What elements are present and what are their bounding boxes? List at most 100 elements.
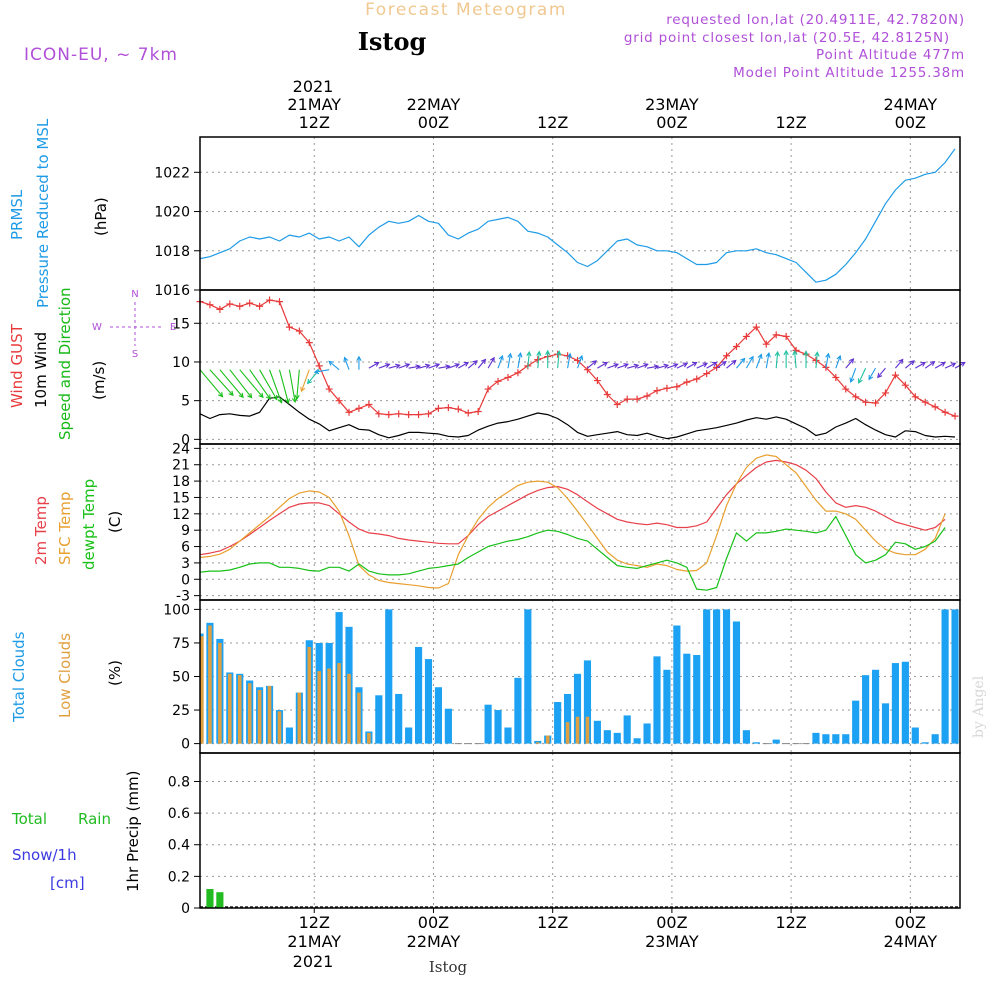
gust-point (266, 296, 274, 304)
wind-arrow-shaft (378, 363, 390, 369)
gust-point (365, 401, 373, 409)
wind-arrow-shaft (636, 363, 648, 369)
wind-arrow-head (721, 361, 727, 366)
bottom-hour-label: 00Z (895, 913, 926, 932)
panel-frames: 1016101810201022051015-30369121518212402… (154, 136, 961, 917)
total-cloud-bar (901, 661, 909, 744)
wind-arrow-shaft (895, 359, 904, 369)
wind-arrow (438, 364, 451, 370)
top-hour-label: 00Z (418, 113, 449, 132)
temperature-ytick-label: -3 (176, 589, 190, 605)
wind-arrow (219, 369, 244, 399)
wind-arrow (607, 363, 620, 369)
wind-arrow-shaft (944, 362, 956, 369)
precipitation-panel-frame (199, 752, 961, 909)
wind-arrow (467, 360, 478, 369)
compass-rose: N S W E (92, 289, 176, 360)
gust-point (315, 362, 323, 370)
wind-arrow-shaft (300, 369, 310, 392)
wind-arrow (556, 350, 562, 369)
wind-arrow (487, 356, 495, 369)
wind-arrow-shaft (755, 354, 762, 369)
wind-arrow-shaft (507, 353, 512, 369)
wind-arrow (239, 369, 264, 399)
gust-point (862, 398, 870, 406)
wind-arrow (229, 369, 253, 399)
wind-arrow (597, 361, 609, 369)
wind-arrow-shaft (438, 365, 450, 369)
wind-arrow-head (277, 398, 283, 404)
gust-point (593, 377, 601, 385)
wind-arrow (328, 360, 340, 371)
total-cloud-bar (285, 727, 293, 744)
wind-arrow (199, 369, 224, 398)
wind-arrow-shaft (686, 362, 697, 369)
total-cloud-bar (911, 727, 919, 744)
gust-point (762, 340, 770, 348)
point-altitude: Point Altitude 477m (816, 47, 965, 63)
wind-arrow-head (454, 363, 461, 369)
bottom-hour-label: 00Z (656, 913, 687, 932)
gust-point (474, 407, 482, 415)
low-cloud-bar (347, 673, 351, 744)
wind-arrow-head (218, 392, 224, 398)
wind-arrow-head (898, 358, 904, 365)
wind-arrow-shaft (656, 364, 669, 369)
wind-arrow-head (849, 358, 855, 364)
total-cloud-bar (504, 727, 512, 744)
wind-arrow-head (765, 352, 771, 358)
total-cloud-bar (752, 742, 760, 744)
gust-point (832, 373, 840, 381)
low-cloud-bar (257, 689, 262, 744)
wind-arrow-head (384, 363, 391, 369)
wind-arrow (726, 359, 737, 369)
wind-arrow (934, 361, 946, 369)
total-cloud-bar (742, 730, 750, 744)
wind-arrow-head (673, 363, 679, 369)
gust-point (921, 398, 929, 406)
wind-arrow (736, 357, 746, 369)
sfc-temp-label: SFC Temp (56, 492, 74, 565)
bottom-hour-label: 12Z (299, 913, 330, 932)
total-cloud-bar (494, 710, 502, 744)
gust-point (623, 395, 631, 403)
temp-unit: (C) (106, 511, 124, 533)
total-clouds-label: Total Clouds (10, 631, 28, 723)
bottom-hour-label: 12Z (775, 913, 806, 932)
wind-arrow-head (434, 363, 441, 369)
gust-point (901, 381, 909, 389)
wind-arrow-head (498, 354, 504, 361)
wind-arrow (288, 369, 298, 404)
top-date-label: 23MAY (645, 95, 699, 114)
compass-east: E (170, 322, 176, 333)
wind-arrow-head (481, 358, 487, 365)
total-cloud-bar (514, 677, 522, 744)
total-cloud-bar (414, 646, 423, 744)
wind-speed-line (199, 396, 956, 440)
wind-arrow (716, 361, 727, 369)
precip-snow-label: Snow/1h (12, 846, 77, 864)
total-cloud-bar (385, 609, 393, 744)
wind-arrow-shaft (765, 353, 770, 369)
wind-arrow-shaft (845, 358, 854, 369)
gust-point (504, 373, 512, 381)
wind-arrow (774, 350, 780, 369)
temperature-ytick-label: 18 (172, 474, 190, 490)
gust-point (603, 390, 611, 398)
low-cloud-bar (218, 642, 222, 744)
total-cloud-bar (663, 669, 671, 744)
gust-point (643, 392, 651, 400)
gust-point (454, 405, 462, 413)
wind-arrow-shaft (269, 369, 283, 403)
wind-arrow-head (343, 356, 349, 363)
low-cloud-bar (297, 692, 302, 744)
wind-arrow-head (960, 361, 966, 367)
wind-arrow (209, 369, 234, 397)
wind-arrow-head (792, 349, 798, 356)
wind-arrow-shaft (537, 351, 540, 369)
grid-layer (200, 137, 960, 909)
wind-unit: (m/s) (90, 361, 108, 400)
wind-arrow-shaft (328, 360, 340, 371)
wind-arrow-head (692, 361, 698, 367)
wind-arrow-head (424, 363, 431, 369)
